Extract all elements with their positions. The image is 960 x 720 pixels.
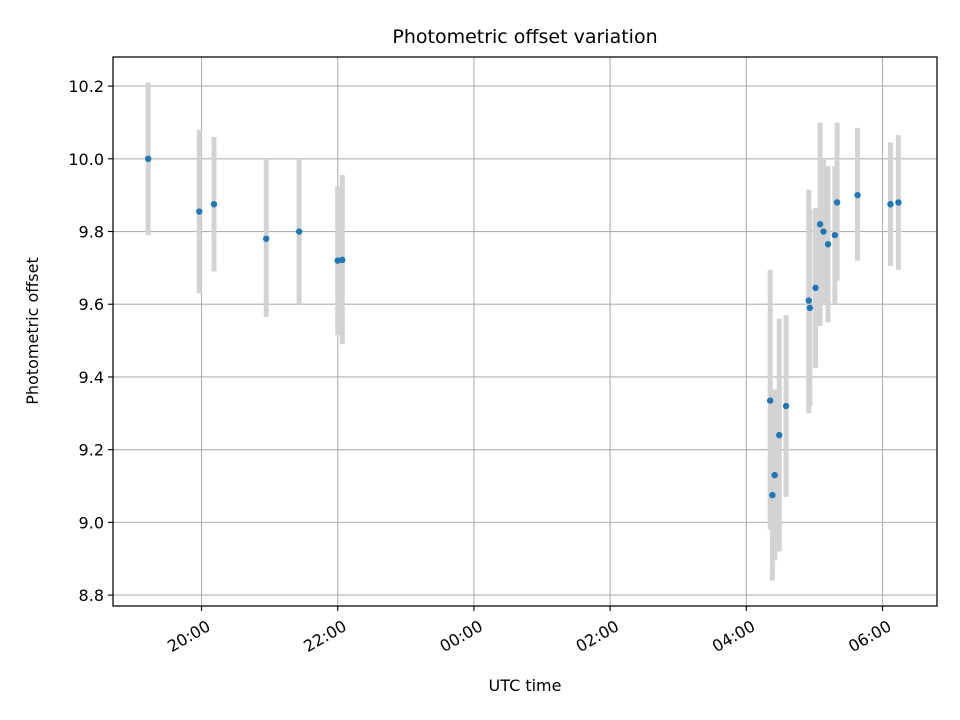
data-point xyxy=(776,431,783,439)
plot-area xyxy=(113,57,937,606)
data-point xyxy=(782,402,790,410)
data-point xyxy=(766,397,774,404)
plot-frame xyxy=(112,56,938,607)
data-point xyxy=(854,191,861,199)
data-point xyxy=(196,208,203,215)
data-point xyxy=(895,199,902,206)
y-tick-label: 8.8 xyxy=(79,586,104,605)
data-point xyxy=(820,228,827,235)
y-tick-label: 9.4 xyxy=(79,368,104,387)
data-points xyxy=(144,155,902,499)
y-tick-label: 10.2 xyxy=(68,77,104,96)
data-point xyxy=(144,155,152,163)
data-point xyxy=(805,297,812,304)
data-point xyxy=(339,256,346,264)
data-point xyxy=(887,201,894,208)
grid-lines xyxy=(113,57,937,606)
data-point xyxy=(295,228,303,235)
y-tick-label: 9.0 xyxy=(79,513,104,532)
data-point xyxy=(833,199,841,206)
data-point xyxy=(263,235,270,242)
y-axis-ticks: 8.8 9.0 9.2 9.4 9.6 9.8 10.0 10.2 xyxy=(68,77,113,605)
data-point xyxy=(812,284,819,292)
data-point xyxy=(816,221,824,228)
y-tick-label: 10.0 xyxy=(68,150,104,169)
data-point xyxy=(210,201,218,208)
x-axis-title: UTC time xyxy=(489,676,562,695)
data-point xyxy=(771,471,778,479)
y-tick-label: 9.2 xyxy=(79,441,104,460)
data-point xyxy=(824,241,832,248)
data-point xyxy=(806,304,814,312)
y-tick-label: 9.8 xyxy=(79,223,104,242)
chart-title: Photometric offset variation xyxy=(392,26,657,48)
y-tick-label: 9.6 xyxy=(79,295,104,314)
data-point xyxy=(769,491,776,499)
data-point xyxy=(831,231,839,239)
y-axis-title: Photometric offset xyxy=(23,257,42,405)
